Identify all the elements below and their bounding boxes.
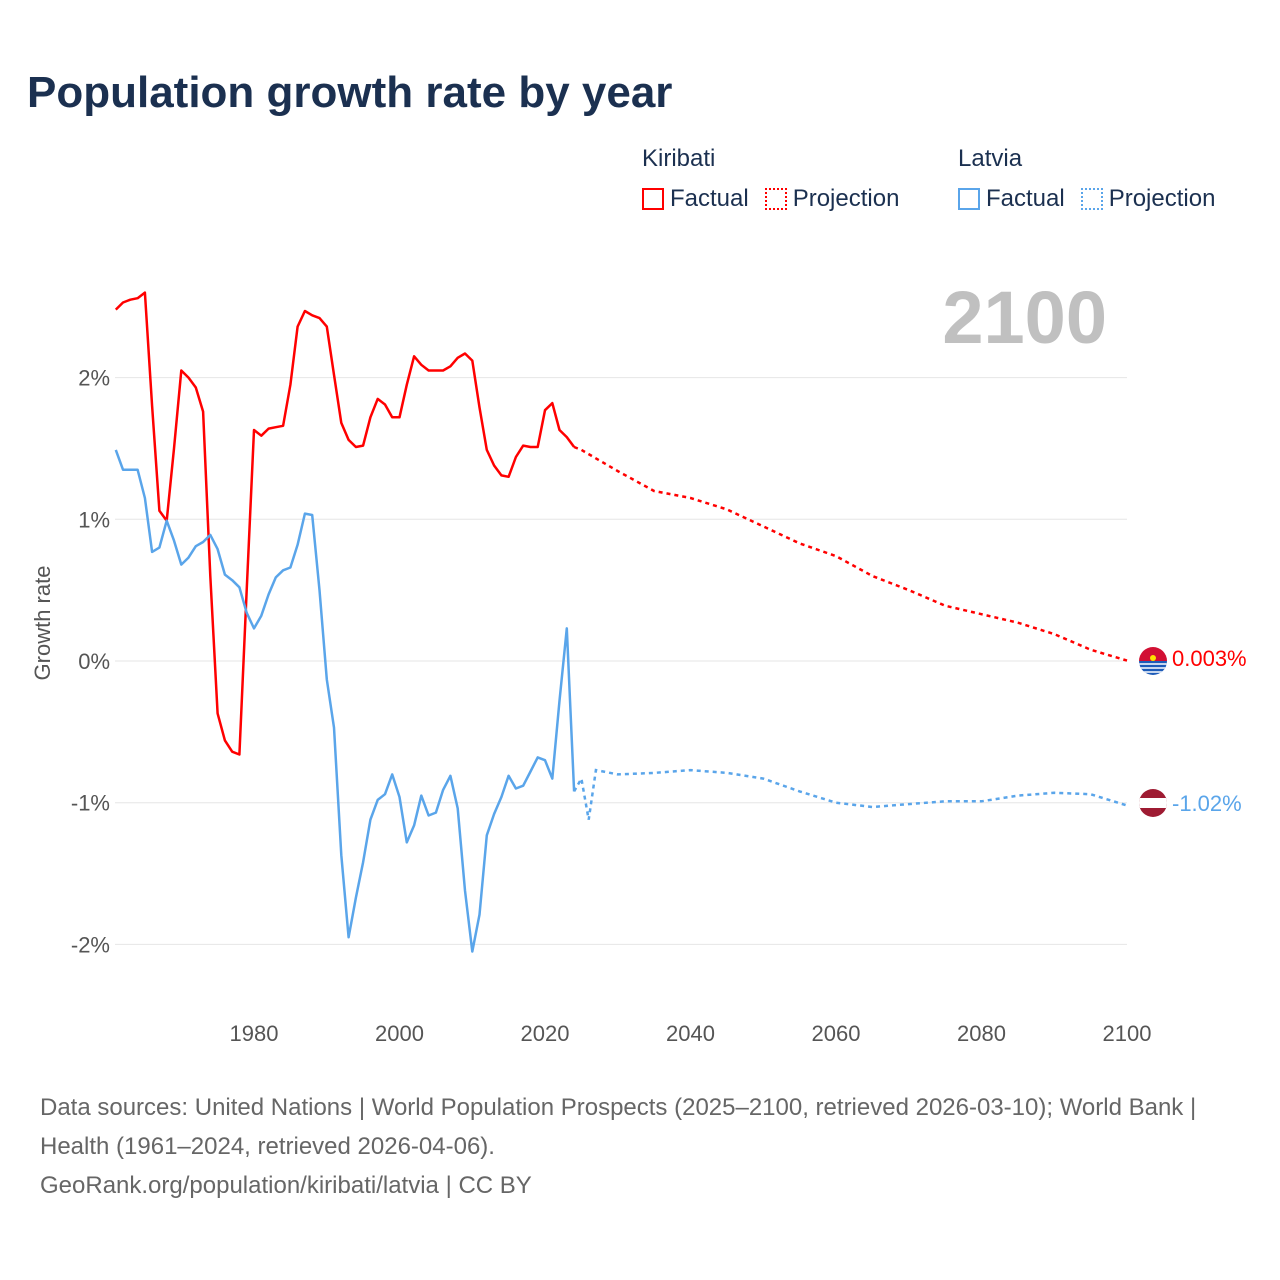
x-tick-label: 2100 [1103, 1021, 1152, 1046]
latvia-projection-line [573, 768, 1128, 820]
legend-label: Projection [1108, 185, 1216, 212]
kiribati-flag-icon [1139, 647, 1167, 675]
latvia-factual-line [114, 449, 576, 953]
latvia-end-label: -1.02% [1172, 791, 1242, 816]
watermark-year: 2100 [942, 276, 1107, 359]
y-tick-label: 2% [78, 366, 110, 391]
legend-latvia-factual[interactable]: Factual [958, 185, 1065, 213]
latvia-flag-icon [1139, 789, 1167, 817]
legend-kiribati-projection[interactable]: Projection [764, 185, 900, 213]
y-tick-label: 1% [78, 507, 110, 532]
kiribati-projection-line [573, 445, 1128, 662]
y-tick-label: -2% [71, 932, 110, 957]
page-title: Population growth rate by year [27, 68, 673, 117]
solid-swatch-icon [958, 188, 980, 210]
dotted-swatch-icon [764, 188, 787, 210]
dotted-swatch-icon [1080, 188, 1103, 210]
legend-label: Factual [986, 185, 1065, 212]
legend-latvia-projection[interactable]: Projection [1080, 185, 1216, 213]
legend-label: Factual [670, 185, 749, 212]
legend-kiribati: Kiribati Factual Projection [642, 145, 899, 213]
x-tick-label: 2020 [521, 1021, 570, 1046]
x-tick-label: 2040 [666, 1021, 715, 1046]
y-tick-label: 0% [78, 649, 110, 674]
legend-group-name: Latvia [958, 145, 1023, 172]
x-tick-label: 2000 [375, 1021, 424, 1046]
x-tick-label: 2060 [812, 1021, 861, 1046]
kiribati-end-label: 0.003% [1172, 646, 1247, 671]
legend-group-name: Kiribati [642, 145, 716, 172]
data-sources: Data sources: United Nations | World Pop… [40, 1094, 1197, 1160]
y-tick-label: -1% [71, 791, 110, 816]
kiribati-factual-line [114, 291, 576, 756]
footer: Data sources: United Nations | World Pop… [40, 1088, 1240, 1205]
y-axis-label: Growth rate [30, 566, 55, 681]
x-tick-label: 2080 [957, 1021, 1006, 1046]
legend-kiribati-factual[interactable]: Factual [642, 185, 749, 213]
legend-latvia: Latvia Factual Projection [958, 145, 1215, 213]
solid-swatch-icon [642, 188, 664, 210]
legend-label: Projection [792, 185, 900, 212]
credit-link[interactable]: GeoRank.org/population/kiribati/latvia |… [40, 1172, 532, 1199]
x-tick-label: 1980 [230, 1021, 279, 1046]
